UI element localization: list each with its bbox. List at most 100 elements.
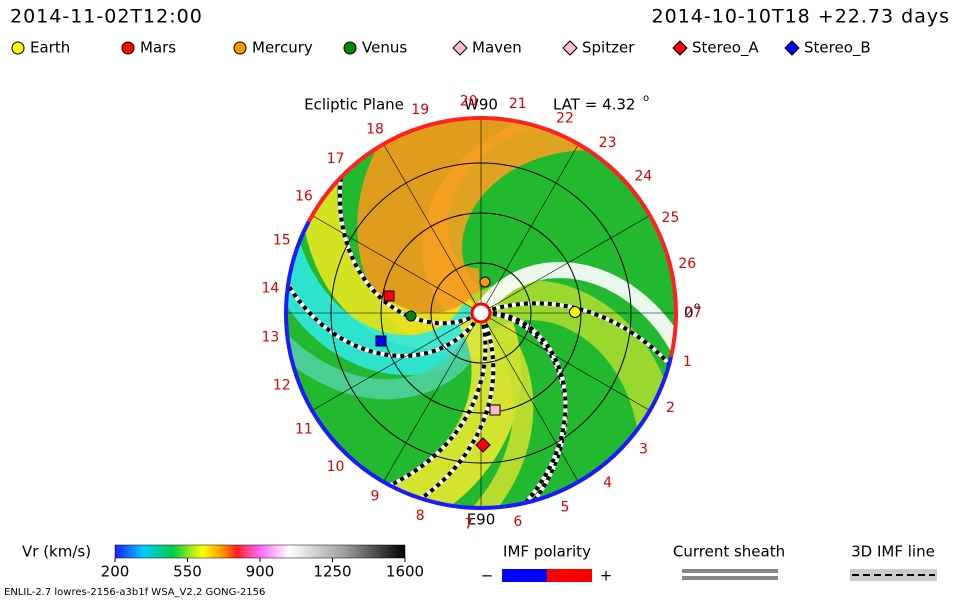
sector-label: 11 xyxy=(295,421,313,437)
sheath-line xyxy=(492,312,568,508)
zero-superscript: o xyxy=(694,301,700,312)
imf-minus: − xyxy=(481,567,494,585)
imf-positive xyxy=(547,569,592,582)
imf-title: IMF polarity xyxy=(503,543,591,561)
lat-label: LAT = 4.32 xyxy=(553,96,635,114)
colorbar-ticks: 200 550 900 1250 1600 xyxy=(101,558,424,581)
legend-marker xyxy=(343,41,357,55)
sheath-line xyxy=(337,168,471,326)
lat-superscript: o xyxy=(643,93,649,104)
sector-label: 7 xyxy=(464,517,473,533)
sector-label: 23 xyxy=(599,135,617,151)
sheath-line xyxy=(492,311,568,508)
footer: ENLIL-2.7 lowres-2156-a3b1f WSA_V2.2 GON… xyxy=(4,587,265,598)
speed-band xyxy=(286,120,491,400)
imf3d-title: 3D IMF line xyxy=(851,543,935,561)
legend-label: Mars xyxy=(140,39,176,57)
imf3d-bg xyxy=(850,569,937,581)
speed-band xyxy=(474,262,676,508)
polarity-arc xyxy=(284,220,673,510)
top-label: W90 xyxy=(464,96,498,114)
stereo-b-marker xyxy=(375,335,387,347)
sector-label: 18 xyxy=(366,121,384,137)
legend: Earth Mars Mercury Venus Maven Spitzer Stereo_… xyxy=(11,39,871,58)
venus-marker xyxy=(405,310,417,322)
legend-label: Maven xyxy=(472,39,522,57)
legend-label: Mercury xyxy=(252,39,313,57)
colorbar-tick-label: 900 xyxy=(246,563,275,581)
sector-label: 1 xyxy=(683,354,692,370)
sheath-line xyxy=(682,569,778,573)
sector-label: 13 xyxy=(262,330,280,346)
speed-band xyxy=(422,118,676,331)
bottom-label: E90 xyxy=(467,511,496,529)
earth-marker xyxy=(569,306,581,318)
sector-label: 5 xyxy=(561,500,570,516)
polarity-arc xyxy=(307,116,679,358)
legend-marker xyxy=(562,40,578,56)
time-label: 2014-11-02T12:00 xyxy=(10,6,203,28)
stereo-a-marker xyxy=(475,437,491,453)
legend-marker xyxy=(452,40,468,56)
radial-line xyxy=(480,143,579,314)
ecliptic-disk xyxy=(286,118,676,508)
sector-label: 21 xyxy=(509,96,527,112)
legend-label: Stereo_B xyxy=(804,39,871,58)
sector-label: 26 xyxy=(678,256,696,272)
sector-label: 27 xyxy=(684,305,702,321)
radial-line xyxy=(383,143,482,314)
sector-label: 4 xyxy=(603,475,612,491)
sheath-line xyxy=(491,301,675,370)
sector-label: 20 xyxy=(460,93,478,109)
sector-label: 17 xyxy=(327,151,345,167)
legend-label: Spitzer xyxy=(582,39,635,57)
radial-line xyxy=(311,215,482,314)
mercury-marker xyxy=(479,276,491,288)
sun xyxy=(470,302,492,324)
legend-marker xyxy=(11,41,25,55)
sector-label: 3 xyxy=(639,441,648,457)
sector-label: 19 xyxy=(411,102,429,118)
speed-band xyxy=(357,118,676,359)
bodies xyxy=(375,276,581,453)
speed-band xyxy=(471,280,676,508)
legend-marker xyxy=(121,41,135,55)
run-label: 2014-10-10T18 +22.73 days xyxy=(652,6,950,28)
radial-line xyxy=(480,312,651,411)
colorbar-label: Vr (km/s) xyxy=(22,543,91,561)
colorbar-tick-label: 1250 xyxy=(313,563,351,581)
legend-marker xyxy=(784,40,800,56)
sector-label: 22 xyxy=(556,110,574,126)
speed-band xyxy=(301,118,493,349)
sector-label: 14 xyxy=(262,280,280,296)
zero-label: 0 xyxy=(684,304,694,322)
sector-label: 25 xyxy=(662,210,680,226)
sheath-title: Current sheath xyxy=(673,543,785,561)
sector-label: 24 xyxy=(634,169,652,185)
sheath-line xyxy=(383,324,488,490)
legend-label: Earth xyxy=(30,39,70,57)
maven-marker xyxy=(489,404,501,416)
speed-band xyxy=(319,305,534,508)
sector-label: 15 xyxy=(273,232,291,248)
radial-line xyxy=(480,215,651,314)
colorbar xyxy=(114,544,406,559)
legend-label: Stereo_A xyxy=(692,39,759,58)
sector-label: 12 xyxy=(273,378,291,394)
sheath-line xyxy=(414,323,496,504)
imf-negative xyxy=(502,569,547,582)
sector-label: 6 xyxy=(513,514,522,530)
colorbar-tick-label: 200 xyxy=(101,563,130,581)
sector-label: 2 xyxy=(666,400,675,416)
imf-plus: + xyxy=(600,567,613,585)
legend-marker xyxy=(672,40,688,56)
radial-line xyxy=(383,312,482,483)
colorbar-tick-label: 1600 xyxy=(386,563,424,581)
radial-line xyxy=(480,312,579,483)
sheath-line xyxy=(286,277,476,358)
sector-label: 9 xyxy=(371,489,380,505)
legend-marker xyxy=(233,41,247,55)
sheath-line xyxy=(682,576,778,580)
sector-label: 8 xyxy=(416,508,425,524)
